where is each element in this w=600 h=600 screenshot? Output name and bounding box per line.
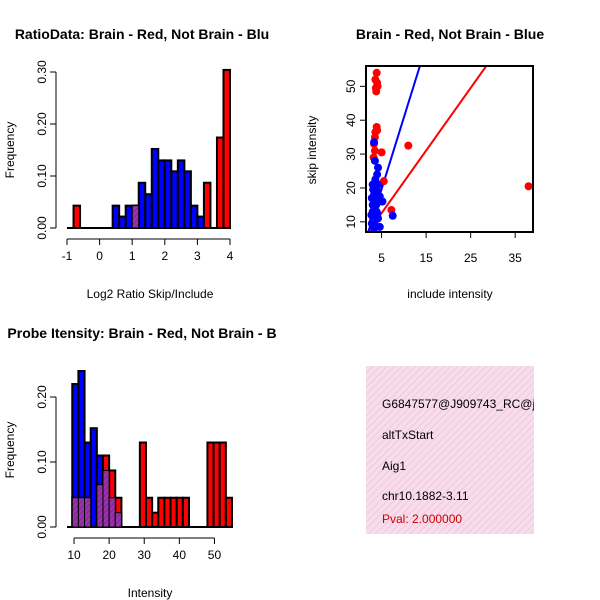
ratio-blue-bar-11 (183, 170, 192, 230)
ratio-red-bar-0 (72, 204, 82, 229)
scatter-point-blue-1 (370, 156, 379, 165)
scatter-point-blue-2 (374, 163, 383, 172)
scatter-y-tick-label-1: 20 (344, 181, 358, 195)
ratio-overlap-bar-0 (131, 205, 140, 229)
info-location: chr10.1882-3.11 (382, 489, 469, 503)
intensity-overlap-bar-1 (77, 497, 86, 528)
scatter-x-tick-label-0: 5 (378, 251, 385, 265)
intensity-axes: 10 20 30 40 50 0.00 0.10 0.20 (35, 385, 221, 562)
ratio-axes: -1 0 1 2 3 4 0.00 0.10 0.20 0.30 (35, 60, 234, 263)
ratio-y-tick-label-1: 0.10 (35, 164, 49, 188)
intensity-overlap-bar-5 (108, 497, 116, 528)
info-gene-name: Aig1 (382, 459, 406, 473)
intensity-scatter: Brain - Red, Not Brain - Blue 5 15 25 35 10 2… (305, 26, 544, 301)
scatter-point-blue-27 (388, 211, 397, 220)
intensity-overlap-bar-3 (96, 484, 104, 528)
info-event-type: altTxStart (382, 428, 434, 442)
scatter-point-blue-29 (373, 209, 382, 218)
ratio-x-tick-label-3: 2 (161, 249, 168, 263)
scatter-frame (365, 65, 534, 233)
ratio-x-tick-label-0: -1 (62, 249, 73, 263)
ratio-x-tick-label-4: 3 (194, 249, 201, 263)
intensity-bars (67, 370, 234, 529)
intensity-overlap-bar-6 (114, 512, 122, 528)
intensity-x-tick-label-1: 20 (102, 548, 116, 562)
ratio-histogram: RatioData: Brain - Red, Not Brain - Blu … (3, 26, 269, 301)
ratio-x-tick-label-5: 4 (227, 249, 234, 263)
info-panel-background (366, 366, 534, 534)
info-probe-id: G6847577@J909743_RC@j_at (382, 397, 552, 411)
scatter-point-red-11 (370, 146, 379, 155)
intensity-red-bar-14 (181, 496, 190, 528)
intensity-x-tick-label-4: 50 (208, 548, 222, 562)
scatter-x-axis-label: include intensity (407, 287, 492, 301)
intensity-chart-title: Probe Itensity: Brain - Red, Not Brain -… (7, 325, 276, 341)
info-pval: Pval: 2.000000 (382, 512, 462, 526)
intensity-overlap-bar-2 (84, 497, 92, 528)
scatter-x-tick-label-1: 15 (419, 251, 433, 265)
scatter-clip-region (367, 66, 533, 232)
scatter-y-tick-label-2: 30 (344, 147, 358, 161)
scatter-y-tick-label-0: 10 (344, 215, 358, 229)
scatter-x-tick-label-3: 35 (509, 251, 523, 265)
intensity-x-tick-label-0: 10 (67, 548, 81, 562)
scatter-x-tick-label-2: 25 (464, 251, 478, 265)
scatter-point-red-0 (372, 68, 381, 77)
scatter-point-red-12 (377, 148, 386, 157)
ratio-red-bar-2 (202, 181, 212, 229)
ratio-x-tick-label-1: 0 (96, 249, 103, 263)
intensity-y-tick-label-0: 0.00 (35, 515, 49, 539)
scatter-point-blue-0 (370, 138, 379, 147)
intensity-red-bar-18 (224, 496, 234, 528)
info-panel: G6847577@J909743_RC@j_at altTxStart Aig1… (366, 366, 552, 534)
scatter-point-red-5 (372, 87, 381, 96)
scatter-point-blue-28 (370, 224, 379, 232)
intensity-red-bar-17 (218, 441, 227, 528)
scatter-point-red-14 (404, 141, 413, 150)
ratio-y-axis-label: Frequency (3, 122, 17, 179)
intensity-x-tick-label-2: 30 (138, 548, 152, 562)
intensity-overlap-bar-0 (71, 497, 79, 528)
ratio-x-tick-label-2: 1 (129, 249, 136, 263)
intensity-red-bar-7 (138, 441, 147, 528)
scatter-chart-title: Brain - Red, Not Brain - Blue (356, 26, 544, 42)
scatter-y-axis-label: skip intensity (305, 116, 319, 185)
intensity-histogram: Probe Itensity: Brain - Red, Not Brain -… (3, 325, 277, 600)
ratio-red-bar-4 (222, 68, 231, 229)
ratio-x-axis-label: Log2 Ratio Skip/Include (87, 287, 214, 301)
ratio-y-tick-label-2: 0.20 (35, 112, 49, 136)
intensity-overlap-bar-4 (102, 469, 110, 528)
intensity-y-tick-label-2: 0.20 (35, 385, 49, 409)
ratio-chart-title: RatioData: Brain - Red, Not Brain - Blu (15, 26, 269, 42)
scatter-point-blue-16 (378, 197, 387, 206)
intensity-x-axis-label: Intensity (128, 586, 173, 600)
scatter-fit-line-red (367, 66, 488, 232)
ratio-y-tick-label-3: 0.30 (35, 60, 49, 84)
intensity-x-tick-label-3: 40 (173, 548, 187, 562)
ratio-bars (67, 68, 231, 230)
intensity-y-axis-label: Frequency (3, 422, 17, 479)
scatter-plot-area: 5 15 25 35 10 20 30 40 50 (344, 65, 534, 265)
scatter-point-red-9 (373, 126, 382, 135)
scatter-y-tick-label-4: 50 (344, 79, 358, 93)
ratio-y-tick-label-0: 0.00 (35, 216, 49, 240)
scatter-point-red-19 (524, 182, 533, 191)
intensity-y-tick-label-1: 0.10 (35, 450, 49, 474)
scatter-y-tick-label-3: 40 (344, 113, 358, 127)
